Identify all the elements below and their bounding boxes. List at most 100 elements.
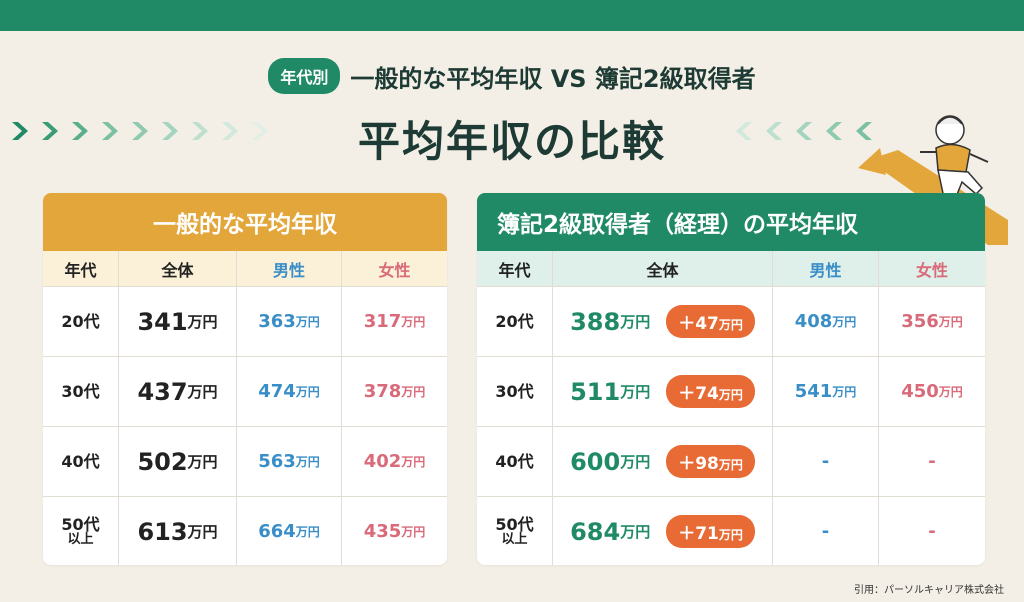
table-row: 30代 511 万円 ＋74万円 541 万円 450 万円: [477, 356, 985, 426]
unit-label: 万円: [832, 385, 857, 399]
table-row: 40代 600 万円 ＋98万円 - -: [477, 426, 985, 496]
chevron-right-icon: [12, 122, 28, 140]
male-value: 563: [258, 451, 296, 472]
col-age: 年代: [43, 251, 119, 286]
unit-label: 万円: [187, 313, 218, 331]
unit-label: 万円: [938, 315, 963, 329]
age-cell: 50代 以上: [477, 497, 553, 565]
chevron-left-icon: [736, 122, 752, 140]
chevron-left-icon: [796, 122, 812, 140]
unit-label: 万円: [187, 523, 218, 541]
age-cell: 30代: [477, 357, 553, 426]
unit-label: 万円: [832, 315, 857, 329]
col-total: 全体: [119, 251, 237, 286]
total-cell: 511 万円 ＋74万円: [553, 357, 773, 426]
unit-label: 万円: [718, 388, 743, 402]
general-table-title: 一般的な平均年収: [43, 193, 447, 251]
table-row: 20代 341 万円 363 万円 317 万円: [43, 286, 447, 356]
unit-label: 万円: [718, 458, 743, 472]
female-cell: -: [928, 521, 936, 542]
chevron-right-icon: [192, 122, 208, 140]
unit-label: 万円: [401, 525, 426, 539]
table-row: 20代 388 万円 ＋47万円 408 万円 356 万円: [477, 286, 985, 356]
female-cell: -: [928, 451, 936, 472]
female-cell: 450 万円: [879, 357, 985, 426]
age-cell: 40代: [477, 427, 553, 496]
total-value: 437: [137, 377, 188, 406]
male-cell: 664 万円: [237, 497, 342, 565]
female-value: 378: [363, 381, 402, 402]
female-cell: 435 万円: [342, 497, 447, 565]
age-sub-label: 以上: [501, 532, 528, 548]
age-label: 30代: [495, 381, 534, 401]
total-value: 341: [137, 307, 188, 336]
chevron-right-icon: [102, 122, 118, 140]
age-cell: 20代: [477, 287, 553, 356]
total-value: 600: [570, 447, 621, 476]
increase-value: ＋47: [678, 314, 719, 334]
female-value: 402: [363, 451, 402, 472]
col-age: 年代: [477, 251, 553, 286]
increase-value: ＋98: [678, 454, 719, 474]
female-value: 435: [363, 521, 402, 542]
bookkeeping-table-title: 簿記2級取得者（経理）の平均年収: [477, 193, 985, 251]
male-value: 363: [258, 311, 296, 332]
total-value: 511: [570, 377, 621, 406]
age-label: 20代: [495, 311, 534, 331]
age-cell: 50代 以上: [43, 497, 119, 565]
age-label: 50代: [61, 514, 100, 534]
left-chevrons: [8, 120, 274, 142]
unit-label: 万円: [718, 318, 743, 332]
male-cell: 474 万円: [237, 357, 342, 426]
unit-label: 万円: [938, 385, 963, 399]
col-total: 全体: [553, 251, 773, 286]
chevron-left-icon: [856, 122, 872, 140]
chevron-right-icon: [72, 122, 88, 140]
total-value: 613: [137, 517, 188, 546]
female-cell: 402 万円: [342, 427, 447, 496]
age-label: 50代: [495, 514, 534, 534]
unit-label: 万円: [401, 315, 426, 329]
male-value: 664: [258, 521, 296, 542]
unit-label: 万円: [295, 455, 320, 469]
male-cell: 363 万円: [237, 287, 342, 356]
total-cell: 684 万円 ＋71万円: [553, 497, 773, 565]
table-row: 50代 以上 613 万円 664 万円 435 万円: [43, 496, 447, 565]
unit-label: 万円: [295, 385, 320, 399]
total-value: 684: [570, 517, 621, 546]
top-bar: [0, 0, 1024, 31]
male-cell: -: [773, 427, 879, 496]
age-cell: 40代: [43, 427, 119, 496]
subtitle-row: 年代別 一般的な平均年収 VS 簿記2級取得者: [0, 58, 1024, 94]
unit-label: 万円: [718, 528, 743, 542]
total-cell: 502 万円: [119, 427, 237, 496]
total-cell: 600 万円 ＋98万円: [553, 427, 773, 496]
age-cell: 30代: [43, 357, 119, 426]
female-value: 356: [901, 311, 939, 332]
increase-value: ＋71: [678, 524, 719, 544]
table-row: 30代 437 万円 474 万円 378 万円: [43, 356, 447, 426]
unit-label: 万円: [401, 455, 426, 469]
right-chevrons: [730, 120, 876, 142]
age-tag: 年代別: [268, 58, 341, 94]
source-citation: 引用：パーソルキャリア株式会社: [854, 585, 1004, 596]
unit-label: 万円: [620, 523, 651, 541]
age-cell: 20代: [43, 287, 119, 356]
table-row: 40代 502 万円 563 万円 402 万円: [43, 426, 447, 496]
total-cell: 341 万円: [119, 287, 237, 356]
female-cell: 378 万円: [342, 357, 447, 426]
age-label: 40代: [61, 451, 100, 471]
chevron-right-icon: [132, 122, 148, 140]
female-value: 317: [363, 311, 402, 332]
female-cell: 317 万円: [342, 287, 447, 356]
col-female: 女性: [378, 260, 411, 280]
female-cell: 356 万円: [879, 287, 985, 356]
general-table-header: 年代 全体 男性 女性: [43, 251, 447, 286]
chevron-right-icon: [222, 122, 238, 140]
chevron-right-icon: [42, 122, 58, 140]
chevron-right-icon: [252, 122, 268, 140]
increase-value: ＋74: [678, 384, 719, 404]
male-cell: 563 万円: [237, 427, 342, 496]
total-value: 502: [137, 447, 188, 476]
male-value: 408: [794, 311, 833, 332]
